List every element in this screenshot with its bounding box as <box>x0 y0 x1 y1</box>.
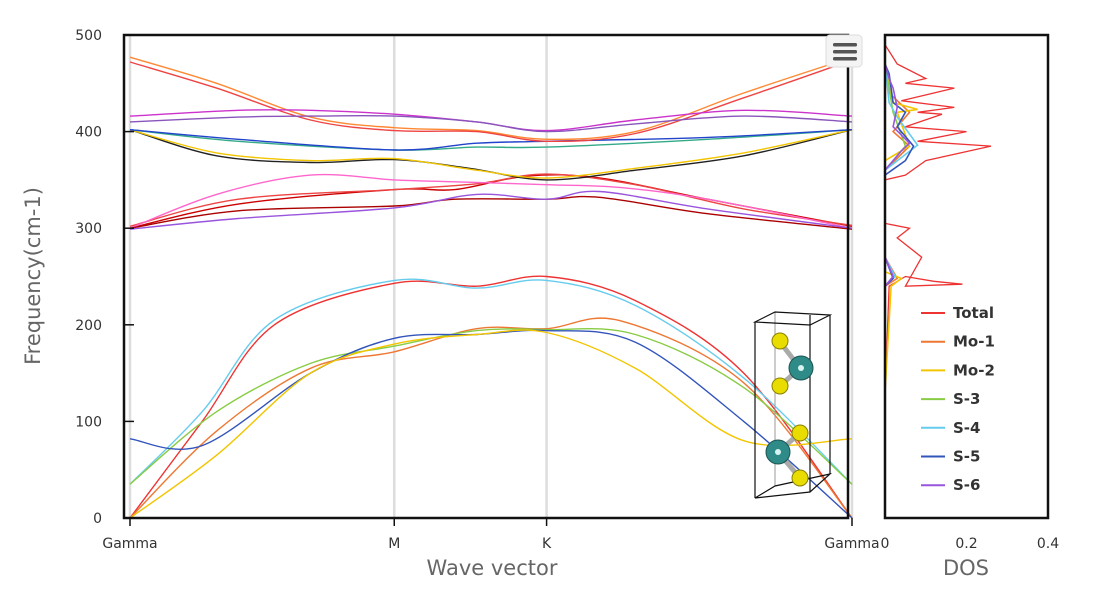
dos-line-s-4 <box>884 63 919 287</box>
legend-label: Mo-2 <box>953 361 995 379</box>
legend-item-s-6[interactable]: S-6 <box>921 476 980 494</box>
sulfur-atom <box>771 377 789 395</box>
band-x-tick-label: K <box>542 536 552 552</box>
dos-x-axis-title: DOS <box>943 556 989 580</box>
legend-label: S-5 <box>953 448 980 466</box>
band-line <box>129 275 853 519</box>
band-y-axis-title: Frequency(cm-1) <box>21 187 45 365</box>
band-line <box>129 317 853 519</box>
dos-x-tick-label: 0 <box>881 536 890 552</box>
dos-x-tick-label: 0.2 <box>955 536 977 552</box>
band-x-tick-label: Gamma <box>102 536 157 552</box>
legend-label: S-4 <box>953 419 980 437</box>
band-line <box>129 278 853 485</box>
sulfur-atom <box>791 469 809 487</box>
crystal-structure-image <box>752 311 833 499</box>
legend-label: Mo-1 <box>953 333 995 351</box>
legend-item-s-3[interactable]: S-3 <box>921 390 980 408</box>
band-line <box>129 195 853 230</box>
band-y-tick-label: 200 <box>75 318 102 334</box>
legend-label: S-3 <box>953 390 980 408</box>
legend-item-total[interactable]: Total <box>921 304 994 322</box>
band-y-tick-label: 100 <box>75 414 102 430</box>
band-y-axis: 0 100 200 300 400 500 <box>75 28 134 527</box>
band-x-axis-title: Wave vector <box>427 556 558 580</box>
band-line <box>129 59 853 143</box>
band-lines <box>129 56 853 519</box>
legend-item-s-5[interactable]: S-5 <box>921 448 980 466</box>
band-line <box>129 129 853 179</box>
band-x-axis: Gamma M K Gamma <box>102 518 880 552</box>
band-line <box>129 129 853 151</box>
dos-line-total <box>884 44 992 398</box>
band-line <box>129 173 853 227</box>
band-line <box>129 329 853 519</box>
band-line <box>129 129 853 151</box>
legend-label: Total <box>953 304 994 322</box>
band-line <box>129 173 853 229</box>
legend-item-mo-2[interactable]: Mo-2 <box>921 361 995 379</box>
band-y-tick-label: 0 <box>93 511 102 527</box>
dos-line-s-6 <box>884 63 911 287</box>
sulfur-atom <box>791 424 809 442</box>
band-y-tick-label: 300 <box>75 221 102 237</box>
legend-label: S-6 <box>953 476 980 494</box>
band-line <box>129 114 853 133</box>
dos-x-tick-label: 0.4 <box>1037 536 1059 552</box>
chart-menu-button[interactable] <box>825 34 863 68</box>
dos-plot-frame <box>883 33 1050 520</box>
band-x-tick-label: M <box>388 536 400 552</box>
band-plot-frame <box>122 33 850 520</box>
dos-legend: Total Mo-1 Mo-2 S-3 S-4 S-5 S-6 <box>921 304 995 494</box>
dos-line-mo-2 <box>884 63 918 393</box>
band-plot-background <box>124 35 848 518</box>
band-x-tick-label: Gamma <box>824 536 879 552</box>
band-y-tick-label: 400 <box>75 125 102 141</box>
band-line <box>129 129 853 181</box>
band-line <box>129 190 853 230</box>
band-line <box>129 327 853 485</box>
hamburger-menu-icon <box>833 43 857 61</box>
legend-item-mo-1[interactable]: Mo-1 <box>921 333 995 351</box>
legend-item-s-4[interactable]: S-4 <box>921 419 980 437</box>
sulfur-atom <box>771 332 789 350</box>
dos-x-axis: 0 0.2 0.4 <box>881 536 1060 552</box>
band-y-tick-label: 500 <box>75 28 102 44</box>
dos-plot-background <box>885 35 1048 518</box>
band-line <box>129 56 853 141</box>
